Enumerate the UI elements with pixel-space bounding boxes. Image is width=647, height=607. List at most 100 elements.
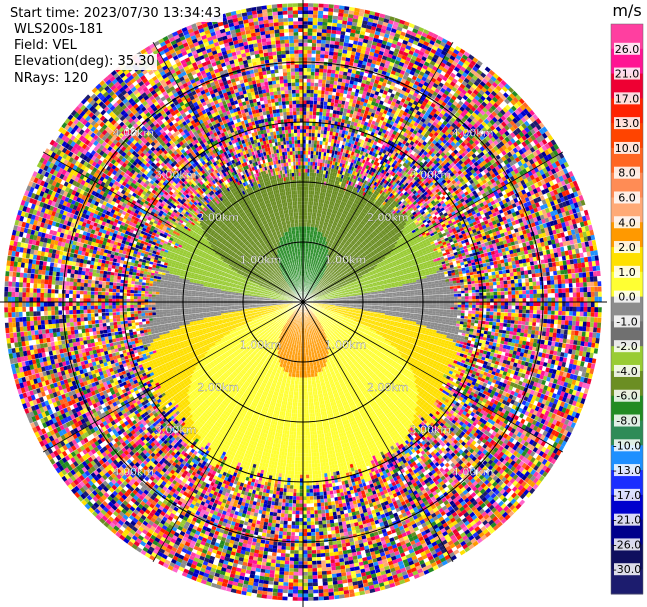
velocity-gate — [306, 144, 309, 148]
velocity-gate — [339, 96, 343, 100]
velocity-gate — [334, 5, 340, 9]
velocity-gate — [313, 151, 316, 155]
velocity-gate — [318, 11, 323, 15]
velocity-gate — [323, 8, 328, 12]
velocity-gate — [303, 97, 307, 101]
velocity-gate — [329, 51, 334, 55]
velocity-gate — [334, 103, 338, 107]
velocity-gate — [311, 144, 314, 148]
velocity-gate — [325, 116, 329, 120]
velocity-gate — [315, 61, 319, 65]
velocity-gate — [318, 14, 323, 18]
velocity-gate — [307, 90, 311, 94]
velocity-gate — [335, 99, 339, 103]
velocity-gate — [310, 194, 312, 198]
velocity-gate — [308, 28, 313, 32]
velocity-gate — [330, 41, 335, 45]
velocity-gate — [305, 183, 307, 187]
velocity-gate — [326, 84, 330, 88]
velocity-gate — [307, 72, 311, 76]
velocity-gate — [307, 61, 311, 65]
velocity-gate — [314, 137, 317, 141]
velocity-gate — [337, 85, 341, 89]
velocity-gate — [304, 234, 305, 238]
velocity-gate — [331, 70, 336, 74]
velocity-gate — [332, 114, 336, 118]
velocity-gate — [311, 65, 315, 69]
velocity-gate — [318, 18, 323, 22]
velocity-gate — [311, 72, 315, 76]
velocity-gate — [337, 82, 341, 86]
velocity-gate — [309, 180, 311, 184]
velocity-gate — [317, 97, 321, 101]
velocity-gate — [336, 34, 341, 38]
velocity-gate — [317, 25, 322, 29]
velocity-gate — [316, 47, 321, 51]
velocity-gate — [308, 3, 313, 7]
velocity-gate — [328, 95, 332, 99]
velocity-gate — [303, 86, 307, 90]
velocity-gate — [307, 230, 308, 234]
velocity-gate — [314, 191, 316, 195]
velocity-gate — [316, 173, 319, 177]
velocity-gate — [326, 37, 331, 41]
velocity-gate — [317, 29, 322, 33]
velocity-gate — [337, 20, 342, 24]
velocity-gate — [320, 159, 323, 163]
velocity-gate — [317, 40, 322, 44]
velocity-gate — [328, 15, 333, 19]
velocity-gate — [310, 169, 313, 173]
velocity-gate — [306, 129, 309, 133]
velocity-gate — [303, 46, 308, 50]
velocity-gate — [314, 90, 318, 94]
velocity-gate — [313, 112, 317, 116]
velocity-gate — [308, 25, 313, 29]
velocity-gate — [311, 147, 314, 151]
velocity-gate — [310, 162, 313, 166]
velocity-gate — [319, 65, 323, 69]
velocity-gate — [307, 223, 309, 227]
velocity-gate — [321, 127, 324, 131]
velocity-gate — [326, 76, 330, 80]
velocity-gate — [326, 80, 330, 84]
velocity-gate — [321, 152, 324, 156]
velocity-gate — [315, 68, 319, 72]
velocity-gate — [321, 148, 324, 152]
velocity-gate — [336, 92, 340, 96]
velocity-gate — [327, 69, 331, 73]
velocity-gate — [318, 155, 321, 159]
velocity-gate — [309, 216, 311, 220]
velocity-gate — [321, 40, 326, 44]
velocity-gate — [310, 97, 314, 101]
velocity-gate — [332, 26, 337, 30]
velocity-gate — [313, 108, 317, 112]
velocity-gate — [323, 18, 328, 22]
velocity-gate — [311, 79, 315, 83]
velocity-gate — [336, 114, 340, 118]
velocity-gate — [323, 11, 328, 15]
velocity-gate — [312, 169, 315, 173]
velocity-gate — [308, 201, 310, 205]
velocity-gate — [313, 14, 318, 18]
velocity-gate — [338, 16, 343, 20]
velocity-gate — [334, 8, 340, 12]
velocity-gate — [306, 158, 309, 162]
velocity-gate — [303, 10, 308, 14]
velocity-gate — [307, 57, 311, 61]
velocity-gate — [339, 71, 344, 75]
velocity-gate — [309, 194, 311, 198]
velocity-gate — [335, 38, 340, 42]
velocity-gate — [323, 109, 327, 113]
velocity-gate — [307, 68, 311, 72]
velocity-gate — [342, 53, 347, 57]
velocity-gate — [340, 67, 345, 71]
velocity-gate — [330, 81, 334, 85]
velocity-gate — [314, 97, 318, 101]
velocity-gate — [306, 126, 309, 130]
velocity-gate — [304, 237, 305, 241]
velocity-gate — [336, 111, 340, 115]
velocity-gate — [308, 14, 313, 18]
velocity-gate — [303, 75, 307, 79]
velocity-gate — [308, 36, 313, 40]
velocity-gate — [307, 46, 312, 50]
